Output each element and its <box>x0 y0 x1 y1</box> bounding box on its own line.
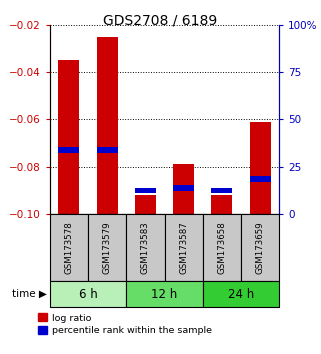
Bar <box>250 122 271 214</box>
Bar <box>97 147 118 153</box>
Text: time ▶: time ▶ <box>12 289 47 299</box>
Bar <box>173 185 194 191</box>
Text: GSM173583: GSM173583 <box>141 221 150 274</box>
Bar <box>135 188 156 193</box>
Bar <box>58 147 79 153</box>
Text: GSM173658: GSM173658 <box>217 221 226 274</box>
Bar <box>126 281 203 307</box>
Text: 24 h: 24 h <box>228 288 254 301</box>
Text: GSM173579: GSM173579 <box>103 222 112 274</box>
Bar <box>126 214 164 281</box>
Bar <box>173 165 194 214</box>
Bar <box>241 214 279 281</box>
Legend: log ratio, percentile rank within the sample: log ratio, percentile rank within the sa… <box>39 313 212 335</box>
Text: GSM173578: GSM173578 <box>65 221 74 274</box>
Bar <box>211 188 232 193</box>
Bar <box>88 214 126 281</box>
Text: GSM173659: GSM173659 <box>256 222 265 274</box>
Bar <box>50 281 126 307</box>
Text: 12 h: 12 h <box>152 288 178 301</box>
Bar <box>203 281 279 307</box>
Bar <box>97 36 118 214</box>
Bar <box>211 195 232 214</box>
Bar <box>135 195 156 214</box>
Text: 6 h: 6 h <box>79 288 97 301</box>
Bar <box>50 214 88 281</box>
Text: GDS2708 / 6189: GDS2708 / 6189 <box>103 13 218 28</box>
Bar <box>250 176 271 182</box>
Text: GSM173587: GSM173587 <box>179 221 188 274</box>
Bar <box>203 214 241 281</box>
Bar <box>58 60 79 214</box>
Bar <box>164 214 203 281</box>
